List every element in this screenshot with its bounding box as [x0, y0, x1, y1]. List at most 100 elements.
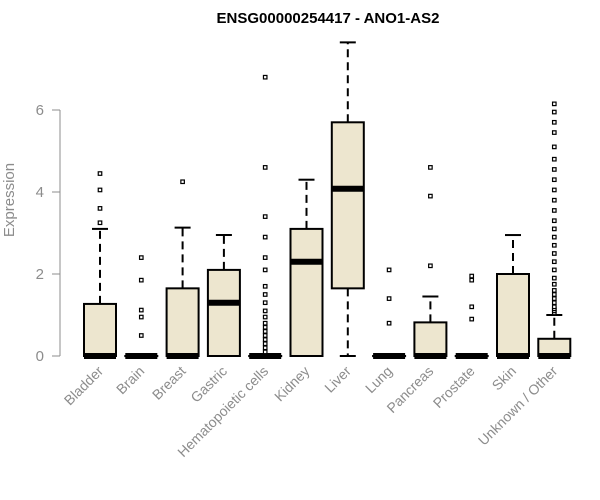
outlier-point — [551, 251, 557, 256]
outlier-point — [551, 281, 557, 287]
outlier-point — [262, 234, 268, 240]
x-tick-label: Liver — [321, 363, 354, 396]
y-tick-label: 4 — [36, 184, 44, 201]
box-kidney — [289, 178, 324, 357]
x-tick-label: Prostate — [430, 363, 478, 411]
outlier-point — [551, 177, 557, 183]
outlier-point — [551, 101, 557, 107]
outlier-point — [469, 304, 475, 310]
outlier-point — [97, 171, 103, 176]
outlier-point — [138, 333, 144, 338]
outlier-point — [180, 179, 185, 185]
outlier-point — [262, 300, 268, 306]
outlier-point — [386, 320, 392, 326]
box-skin — [496, 234, 530, 359]
outlier-point — [551, 242, 557, 248]
outlier-point — [428, 165, 433, 170]
outlier-point — [262, 267, 268, 273]
box-body — [289, 227, 324, 357]
outlier-point — [551, 288, 557, 293]
box-prostate — [454, 273, 489, 359]
box-body — [496, 273, 530, 357]
y-axis-label: Expression — [1, 163, 18, 237]
x-tick-label: Breast — [149, 363, 189, 403]
outlier-point — [97, 220, 103, 226]
outlier-point — [469, 316, 475, 322]
outlier-point — [551, 144, 557, 150]
outlier-point — [262, 283, 268, 289]
outlier-point — [138, 277, 144, 283]
x-tick-label: Lung — [362, 363, 395, 396]
outlier-point — [469, 277, 475, 283]
box-gastric — [206, 234, 241, 357]
outlier-point — [551, 187, 557, 193]
box-pancreas — [413, 165, 448, 359]
box-brain — [124, 255, 159, 359]
chart-title: ENSG00000254417 - ANO1-AS2 — [217, 10, 440, 27]
outlier-point — [551, 267, 557, 273]
outlier-point — [262, 292, 268, 297]
outlier-point — [262, 329, 268, 334]
box-body — [83, 302, 117, 357]
box-liver — [330, 41, 365, 357]
box-bladder — [83, 171, 117, 359]
outlier-point — [551, 218, 557, 224]
outlier-point — [551, 208, 557, 213]
outlier-point — [551, 130, 557, 135]
outlier-point — [551, 304, 557, 310]
outlier-point — [551, 300, 557, 306]
outlier-point — [97, 187, 103, 193]
x-tick-label: Kidney — [271, 363, 313, 405]
outlier-point — [262, 255, 268, 260]
outlier-point — [551, 292, 557, 297]
outlier-point — [138, 255, 144, 260]
x-tick-label: Brain — [113, 363, 147, 397]
y-tick-label: 6 — [36, 102, 44, 119]
outlier-point — [551, 259, 557, 265]
y-axis: 0 2 4 6 — [36, 102, 61, 365]
x-tick-label: Skin — [489, 363, 520, 394]
box-body — [413, 321, 448, 358]
outlier-point — [551, 167, 557, 172]
y-tick-label: 0 — [36, 348, 44, 365]
outlier-point — [262, 341, 268, 347]
outlier-point — [262, 337, 268, 342]
outlier-point — [262, 324, 268, 330]
outlier-point — [262, 308, 268, 314]
outlier-point — [97, 206, 103, 211]
outlier-point — [469, 273, 475, 279]
x-tick-label: Bladder — [61, 363, 107, 409]
outlier-point — [262, 165, 268, 170]
outlier-point — [386, 296, 392, 301]
outlier-point — [428, 193, 433, 199]
outlier-point — [262, 345, 268, 351]
outlier-point — [262, 74, 268, 80]
outlier-point — [262, 349, 268, 355]
box-breast — [165, 179, 200, 359]
outlier-point — [551, 275, 557, 281]
outlier-point — [138, 314, 144, 320]
outlier-point — [138, 307, 144, 313]
box-body — [165, 287, 200, 358]
outlier-point — [262, 314, 268, 320]
y-tick-label: 2 — [36, 266, 44, 283]
box-body — [330, 121, 365, 290]
outlier-point — [551, 109, 557, 115]
outlier-point — [428, 263, 433, 269]
outlier-point — [262, 333, 268, 338]
box-unknown-other — [537, 101, 572, 359]
outlier-point — [262, 320, 268, 326]
outlier-point — [551, 156, 557, 162]
box-lung — [372, 267, 407, 359]
outlier-point — [386, 267, 392, 273]
outlier-point — [551, 234, 557, 240]
boxes-group — [83, 41, 572, 359]
outlier-point — [551, 197, 557, 203]
outlier-point — [551, 226, 557, 232]
outlier-point — [551, 296, 557, 301]
box-body — [206, 268, 241, 357]
box-hematopoietic-cells — [248, 74, 283, 359]
